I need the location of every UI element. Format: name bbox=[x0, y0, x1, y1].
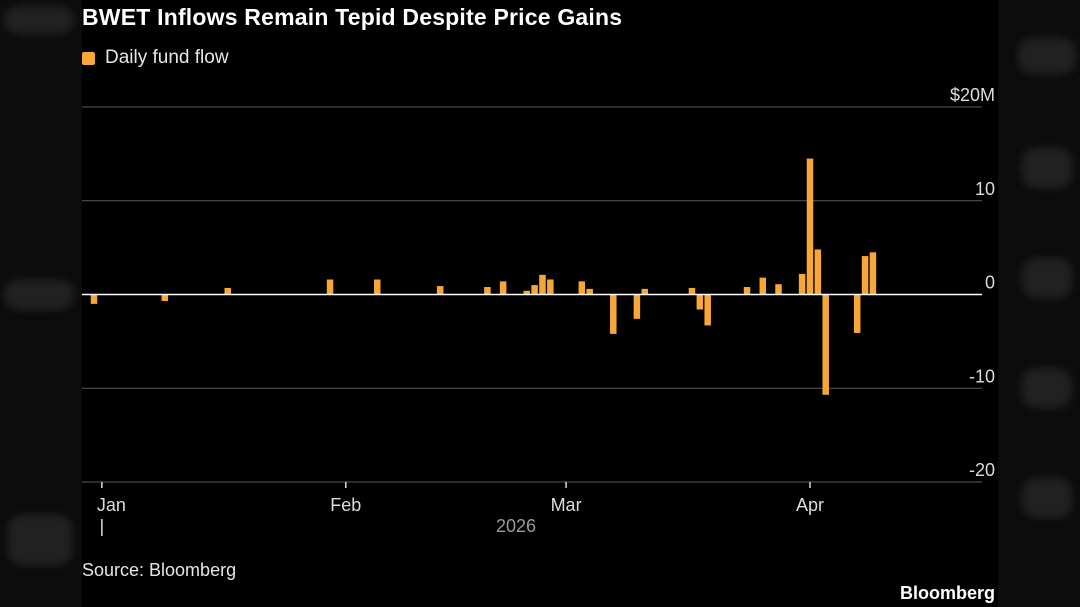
bloomberg-logo: Bloomberg bbox=[900, 583, 996, 603]
bar bbox=[861, 256, 869, 295]
bar bbox=[523, 290, 530, 295]
x-tick-label: Mar bbox=[551, 495, 582, 515]
bar bbox=[547, 279, 554, 295]
bar bbox=[743, 287, 751, 295]
bar bbox=[696, 294, 704, 310]
legend-swatch bbox=[82, 51, 95, 65]
bar bbox=[90, 294, 98, 304]
bar bbox=[161, 294, 169, 302]
x-tick-label: Jan bbox=[97, 495, 126, 515]
bar bbox=[633, 294, 641, 319]
bar bbox=[641, 288, 649, 295]
blurred-left-item bbox=[4, 6, 74, 34]
bar bbox=[775, 284, 782, 295]
y-tick-label: $20M bbox=[950, 85, 995, 105]
bar bbox=[806, 158, 814, 295]
bar bbox=[759, 277, 767, 295]
source-note: Source: Bloomberg bbox=[82, 560, 237, 580]
bar bbox=[436, 286, 444, 295]
chart-title: BWET Inflows Remain Tepid Despite Price … bbox=[82, 4, 623, 30]
blurred-right-item bbox=[1022, 258, 1072, 298]
bar bbox=[586, 288, 593, 295]
x-tick-label: Apr bbox=[796, 495, 824, 515]
bar bbox=[688, 287, 696, 295]
x-tick-label: Feb bbox=[330, 495, 361, 515]
bar bbox=[610, 294, 617, 334]
blurred-right-item bbox=[1022, 478, 1072, 518]
bar bbox=[373, 279, 381, 295]
blurred-right-item bbox=[1022, 148, 1072, 188]
blurred-left-item bbox=[8, 515, 72, 565]
bar bbox=[822, 294, 829, 395]
bar bbox=[499, 281, 507, 295]
blurred-right-item bbox=[1022, 368, 1072, 408]
bar bbox=[326, 279, 334, 295]
bar bbox=[814, 249, 822, 295]
blurred-right-item bbox=[1018, 38, 1076, 74]
bar bbox=[484, 287, 491, 295]
chart-panel bbox=[82, 0, 998, 607]
y-tick-label: 10 bbox=[975, 179, 995, 199]
legend: Daily fund flow bbox=[82, 47, 229, 69]
bar bbox=[704, 294, 711, 326]
bar bbox=[798, 273, 806, 295]
year-label: 2026 bbox=[496, 516, 536, 536]
bar bbox=[539, 274, 546, 295]
blurred-left-item bbox=[4, 280, 74, 310]
y-tick-label: -20 bbox=[969, 460, 995, 480]
y-tick-label: -10 bbox=[969, 366, 995, 386]
bar bbox=[869, 252, 877, 295]
bar bbox=[224, 287, 232, 295]
bar bbox=[853, 294, 861, 333]
bar bbox=[578, 281, 586, 295]
bar bbox=[531, 285, 538, 295]
y-tick-label: 0 bbox=[985, 273, 995, 293]
legend-label: Daily fund flow bbox=[105, 47, 229, 68]
